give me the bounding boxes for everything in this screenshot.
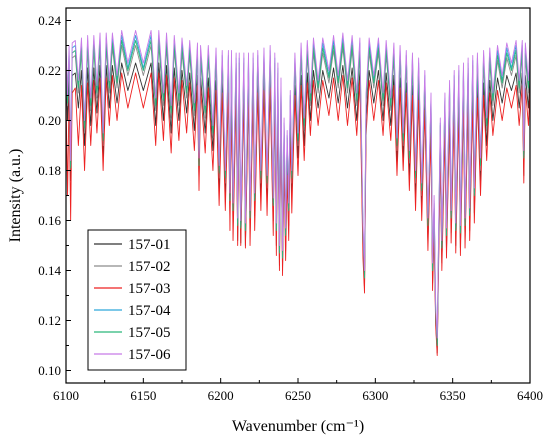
x-tick-label: 6250 [285, 388, 311, 403]
x-tick-label: 6300 [362, 388, 388, 403]
legend-label: 157-05 [128, 325, 171, 341]
y-tick-label: 0.12 [38, 313, 61, 328]
y-tick-label: 0.22 [38, 63, 61, 78]
x-tick-label: 6150 [130, 388, 156, 403]
series-layer [65, 30, 531, 356]
y-tick-label: 0.10 [38, 363, 61, 378]
y-tick-label: 0.24 [38, 13, 61, 28]
x-tick-label: 6100 [53, 388, 79, 403]
legend-label: 157-01 [128, 237, 171, 253]
x-axis: 6100 6150 6200 6250 6300 6350 6400 [53, 378, 543, 403]
y-tick-label: 0.16 [38, 213, 61, 228]
legend-box [87, 229, 187, 371]
x-axis-title: Wavenumber (cm⁻¹) [232, 418, 364, 435]
y-tick-label: 0.14 [38, 263, 61, 278]
y-tick-label: 0.18 [38, 163, 61, 178]
y-axis-title: Intensity (a.u.) [7, 149, 24, 243]
series-line-157-06 [65, 30, 531, 339]
y-tick-label: 0.20 [38, 113, 61, 128]
legend: 157-01 157-02 157-03 157-04 157-05 157-06 [87, 229, 187, 371]
x-tick-label: 6400 [517, 388, 543, 403]
legend-label: 157-02 [128, 259, 171, 275]
y-axis: 0.10 0.12 0.14 0.16 0.18 0.20 0.22 0.24 [38, 13, 71, 378]
x-tick-label: 6350 [440, 388, 466, 403]
legend-label: 157-04 [128, 303, 171, 319]
legend-label: 157-06 [128, 347, 171, 363]
legend-label: 157-03 [128, 281, 171, 297]
x-tick-label: 6200 [208, 388, 234, 403]
